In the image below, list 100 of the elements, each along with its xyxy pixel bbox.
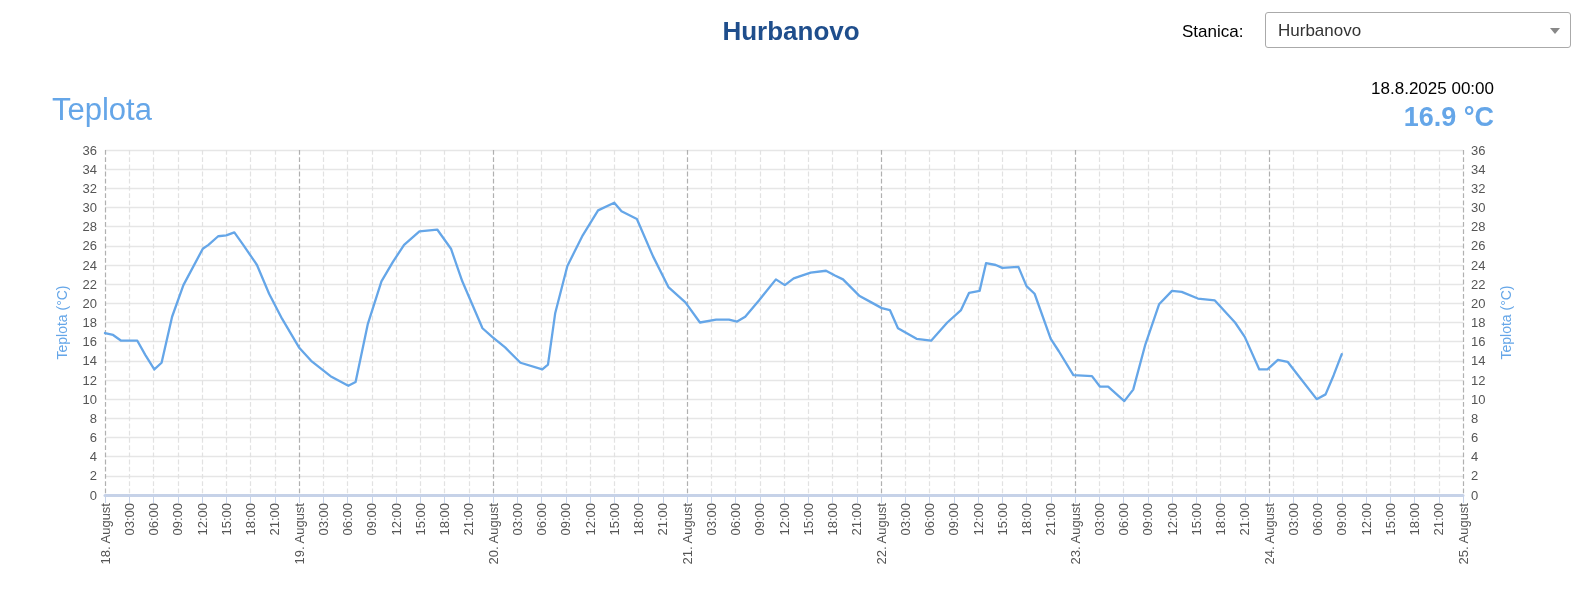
x-tick-label: 03:00 <box>315 503 331 536</box>
x-tick-label: 12:00 <box>194 503 210 536</box>
x-tick-label: 12:00 <box>1164 503 1180 536</box>
y2-axis-title: Teplota (°C) <box>1498 285 1514 360</box>
x-tick-label: 21:00 <box>1043 503 1059 536</box>
x-tick-label: 06:00 <box>728 503 743 536</box>
y2-tick-label: 18 <box>1471 315 1486 330</box>
x-tick-label: 03:00 <box>509 503 525 536</box>
y2-tick-label: 14 <box>1471 353 1486 369</box>
y-tick-label: 30 <box>82 200 97 215</box>
x-tick-label: 03:00 <box>1285 503 1301 536</box>
y-tick-label: 24 <box>82 257 97 273</box>
x-tick-label: 15:00 <box>994 503 1010 536</box>
y-tick-label: 12 <box>82 372 97 388</box>
y-axis-title: Teplota (°C) <box>54 285 70 360</box>
x-tick-label: 06:00 <box>922 503 937 536</box>
x-tick-label: 15:00 <box>412 503 428 536</box>
x-tick-label: 24. August <box>1261 502 1277 565</box>
x-tick-label: 09:00 <box>558 503 574 536</box>
x-tick-label: 15:00 <box>606 503 622 536</box>
x-tick-label: 18:00 <box>1019 503 1034 536</box>
x-tick-label: 06:00 <box>1310 503 1325 536</box>
x-tick-label: 09:00 <box>1140 503 1156 536</box>
text: 16.9 °C <box>1403 102 1494 133</box>
y2-tick-label: 22 <box>1471 276 1486 292</box>
y2-tick-label: 12 <box>1471 372 1486 388</box>
y2-tick-label: 28 <box>1471 219 1486 235</box>
y2-tick-label: 36 <box>1471 142 1486 158</box>
x-tick-label: 06:00 <box>1116 503 1131 536</box>
x-tick-label: 09:00 <box>752 503 768 536</box>
x-tick-label: 21. August <box>679 502 695 565</box>
x-tick-label: 15:00 <box>800 503 816 536</box>
x-tick-label: 09:00 <box>946 503 962 536</box>
text: 18.8.2025 00:00 <box>1371 79 1494 99</box>
x-tick-label: 15:00 <box>1188 503 1204 536</box>
y-tick-label: 22 <box>82 276 97 292</box>
y-tick-label: 6 <box>89 430 97 445</box>
x-tick-label: 18:00 <box>243 503 258 536</box>
y2-tick-label: 2 <box>1471 468 1479 484</box>
x-tick-label: 18:00 <box>1213 503 1228 536</box>
y-tick-label: 0 <box>89 487 97 503</box>
x-tick-label: 22. August <box>873 502 889 565</box>
y-tick-label: 32 <box>82 180 97 196</box>
x-tick-label: 15:00 <box>1382 503 1398 536</box>
text: Stanica: <box>1182 22 1244 42</box>
x-tick-label: 03:00 <box>703 503 719 536</box>
chart-title: Hurbanovo <box>722 16 860 46</box>
y2-tick-label: 20 <box>1471 295 1486 311</box>
x-tick-label: 03:00 <box>897 503 913 536</box>
dropdown-field: Hurbanovo <box>1265 12 1571 48</box>
y2-tick-label: 34 <box>1471 161 1486 177</box>
x-tick-label: 06:00 <box>534 503 549 536</box>
y2-tick-label: 8 <box>1471 410 1479 426</box>
x-tick-label: 12:00 <box>582 503 598 536</box>
x-tick-label: 12:00 <box>1358 503 1374 536</box>
x-tick-label: 03:00 <box>1091 503 1107 536</box>
x-tick-label: 21:00 <box>1237 503 1253 536</box>
y-tick-label: 20 <box>82 295 97 311</box>
x-tick-label: 19. August <box>291 502 307 565</box>
x-tick-label: 25. August <box>1455 502 1471 565</box>
x-tick-label: 21:00 <box>849 503 865 536</box>
x-tick-label: 03:00 <box>121 503 137 536</box>
y2-tick-label: 4 <box>1471 449 1479 465</box>
x-tick-label: 18:00 <box>437 503 452 536</box>
x-tick-label: 20. August <box>485 502 501 565</box>
y2-tick-label: 32 <box>1471 180 1486 196</box>
y-tick-label: 36 <box>82 142 97 158</box>
x-tick-label: 09:00 <box>170 503 186 536</box>
x-tick-label: 06:00 <box>146 503 161 536</box>
x-tick-label: 06:00 <box>340 503 355 536</box>
y2-tick-label: 24 <box>1471 257 1486 273</box>
x-tick-label: 23. August <box>1067 502 1083 565</box>
line-series <box>103 201 1343 403</box>
x-tick-label: 18:00 <box>631 503 646 536</box>
y2-tick-label: 16 <box>1471 334 1486 350</box>
y2-tick-label: 30 <box>1471 200 1486 215</box>
y-tick-label: 16 <box>82 334 97 350</box>
y-tick-label: 10 <box>82 391 97 407</box>
x-tick-label: 21:00 <box>1431 503 1447 536</box>
x-tick-label: 09:00 <box>1334 503 1350 536</box>
y-tick-label: 4 <box>89 449 97 465</box>
x-tick-label: 12:00 <box>970 503 986 536</box>
x-tick-label: 18:00 <box>1407 503 1422 536</box>
y2-tick-label: 0 <box>1471 487 1479 503</box>
y-tick-label: 26 <box>82 238 97 254</box>
chart-subtitle: Teplota <box>52 92 152 128</box>
y-tick-label: 18 <box>82 315 97 330</box>
x-tick-label: 21:00 <box>655 503 671 536</box>
x-tick-label: 21:00 <box>267 503 283 536</box>
x-tick-label: 18. August <box>97 502 113 565</box>
y2-tick-label: 10 <box>1471 391 1486 407</box>
y2-tick-label: 6 <box>1471 430 1479 445</box>
x-tick-label: 18:00 <box>825 503 840 536</box>
y-tick-label: 34 <box>82 161 97 177</box>
y2-tick-label: 26 <box>1471 238 1486 254</box>
y-tick-label: 28 <box>82 219 97 235</box>
x-tick-label: 12:00 <box>388 503 404 536</box>
y-tick-label: 8 <box>89 410 97 426</box>
x-tick-label: 09:00 <box>364 503 380 536</box>
x-tick-label: 12:00 <box>776 503 792 536</box>
